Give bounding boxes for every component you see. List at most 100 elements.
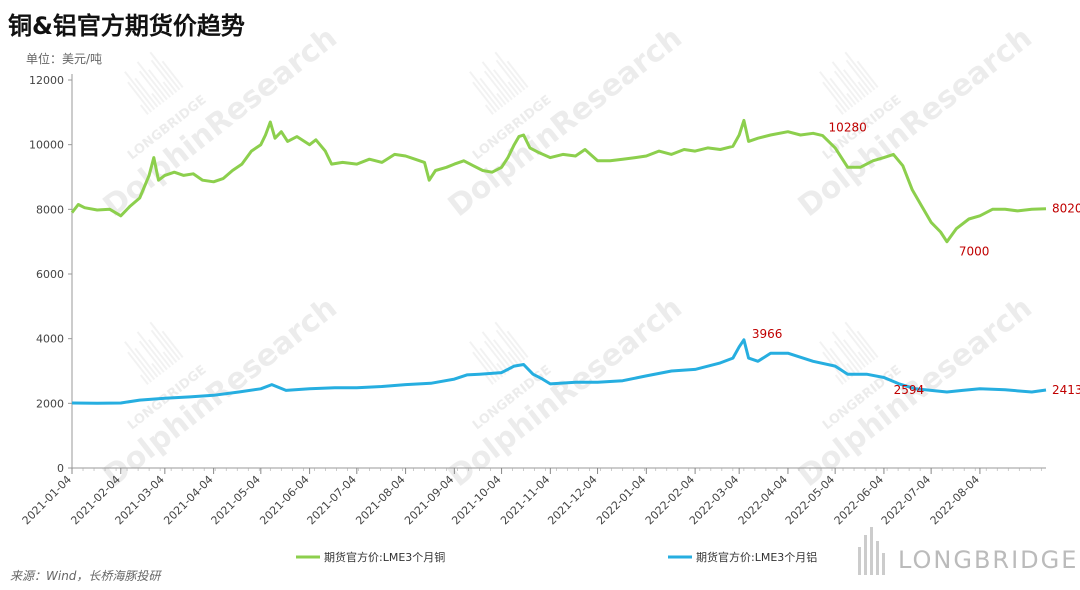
source-note: 来源：Wind，长桥海豚投研 xyxy=(10,569,161,583)
watermark-bar xyxy=(161,60,184,88)
brand-label: LONGBRIDGE xyxy=(898,546,1079,574)
watermark-text: DolphinResearch xyxy=(97,20,344,224)
series-layer xyxy=(70,118,1047,405)
watermark-bar xyxy=(469,71,501,111)
watermark-bar xyxy=(857,351,870,366)
watermark-bar xyxy=(856,60,879,88)
x-tick-label: 2021-01-04 xyxy=(20,473,74,527)
copy-series-line xyxy=(70,118,1047,244)
legend: 期货官方价:LME3个月铜 期货官方价:LME3个月铝 xyxy=(296,550,817,564)
watermark-bar xyxy=(469,341,501,381)
watermark-bar xyxy=(494,51,526,91)
watermark-bar xyxy=(496,92,507,106)
watermark-bar xyxy=(149,321,181,361)
watermark-bar xyxy=(147,339,171,368)
watermark-bar xyxy=(149,51,181,91)
unit-label: 单位：美元/吨 xyxy=(26,52,103,66)
watermark-text: DolphinResearch xyxy=(442,20,689,224)
x-tick-label: 2021-12-04 xyxy=(545,473,599,527)
x-tick-label: 2022-08-04 xyxy=(928,473,982,527)
watermark-text: DolphinResearch xyxy=(442,290,689,494)
x-tick-label: 2021-05-04 xyxy=(209,473,263,527)
watermark-bar xyxy=(479,77,504,108)
watermark-bar xyxy=(495,329,523,363)
watermark-bar xyxy=(151,92,162,106)
watermark-bar xyxy=(127,81,153,113)
data-label: 3966 xyxy=(752,327,783,341)
watermark-bar xyxy=(472,81,498,113)
watermark-bar xyxy=(151,362,162,376)
watermark-bar xyxy=(484,104,494,116)
x-tick-label: 2021-06-04 xyxy=(257,473,311,527)
x-tick-label: 2022-04-04 xyxy=(736,473,790,527)
y-tick-label: 6000 xyxy=(36,268,64,281)
watermark-bar xyxy=(494,321,526,361)
watermark-bar xyxy=(506,60,529,88)
x-tick-label: 2022-07-04 xyxy=(879,473,933,527)
watermark-bar xyxy=(833,70,860,103)
watermark-bar xyxy=(506,330,529,358)
x-tick-label: 2022-06-04 xyxy=(832,473,886,527)
data-label: 7000 xyxy=(959,245,990,259)
data-label: 8020 xyxy=(1052,202,1080,216)
watermark-bar xyxy=(136,331,168,371)
watermark-bar xyxy=(507,351,520,366)
watermark-bar xyxy=(846,92,857,106)
watermark-bar xyxy=(822,81,848,113)
watermark-bar xyxy=(483,70,510,103)
watermark-bar xyxy=(845,329,873,363)
watermark-bar xyxy=(162,351,175,366)
x-tick-label: 2021-09-04 xyxy=(402,473,456,527)
watermark-bar xyxy=(842,69,866,98)
legend-label: 期货官方价:LME3个月铜 xyxy=(324,550,445,564)
watermark-bar xyxy=(479,347,504,378)
watermark-bar xyxy=(124,71,156,111)
watermark-bar xyxy=(481,331,513,371)
watermark-bar xyxy=(844,321,876,361)
watermark-bar xyxy=(845,59,873,93)
watermark-bar xyxy=(507,81,520,96)
data-label: 2594 xyxy=(894,383,925,397)
watermark-bar xyxy=(139,104,149,116)
watermark-bar xyxy=(484,374,494,386)
watermark-text: DolphinResearch xyxy=(97,290,344,494)
watermark-bar xyxy=(842,339,866,368)
watermark-bar xyxy=(834,374,844,386)
watermark-bar xyxy=(136,61,168,101)
watermark-bar xyxy=(161,330,184,358)
watermark-bar xyxy=(492,339,516,368)
data-label: 2413 xyxy=(1052,383,1080,397)
watermark-bar xyxy=(472,351,498,383)
legend-label: 期货官方价:LME3个月铝 xyxy=(696,550,817,564)
watermark-bar xyxy=(138,340,165,373)
watermark-bar xyxy=(492,69,516,98)
watermark-bar xyxy=(134,77,159,108)
watermark-bar xyxy=(834,104,844,116)
x-tick-label: 2021-08-04 xyxy=(353,473,407,527)
aluminum-series-line xyxy=(71,338,1047,405)
x-tick-label: 2022-01-04 xyxy=(594,473,648,527)
watermark-bar xyxy=(829,347,854,378)
y-tick-label: 12000 xyxy=(29,74,64,87)
watermark-bar xyxy=(495,59,523,93)
data-label: 10280 xyxy=(829,121,867,135)
y-tick-label: 0 xyxy=(57,462,64,475)
watermark-bar xyxy=(857,81,870,96)
watermark-bar xyxy=(846,362,857,376)
watermark-bar xyxy=(147,69,171,98)
annotation-layer: 10280 7000 8020 3966 2594 2413 xyxy=(752,121,1080,398)
watermark-bar xyxy=(139,374,149,386)
watermark-bar xyxy=(150,59,178,93)
x-tick-label: 2021-07-04 xyxy=(305,473,359,527)
watermark-bar xyxy=(831,61,863,101)
watermark-bar xyxy=(829,77,854,108)
watermark-bar xyxy=(831,331,863,371)
